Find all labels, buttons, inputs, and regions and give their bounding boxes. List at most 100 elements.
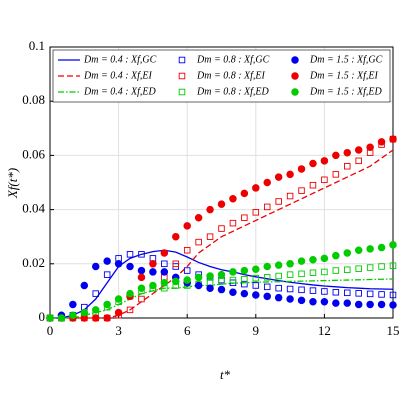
circle-marker <box>69 300 77 309</box>
square-marker <box>321 176 328 184</box>
square-marker <box>275 272 282 280</box>
circle-marker <box>297 257 306 265</box>
legend-label: Dm = 0.4 : Xf,EI <box>83 70 153 81</box>
circle-marker <box>206 284 214 292</box>
circle-marker <box>343 299 352 307</box>
legend-label: Dm = 0.4 : Xf,ED <box>83 86 157 97</box>
circle-marker <box>137 273 146 282</box>
square-marker <box>344 289 351 297</box>
circle-marker <box>206 205 214 214</box>
circle-marker <box>343 148 352 157</box>
legend-label: Dm = 0.4 : Xf,GC <box>83 54 157 65</box>
circle-marker <box>194 213 203 222</box>
circle-marker <box>366 300 374 309</box>
circle-marker <box>263 262 271 271</box>
square-marker <box>241 280 248 288</box>
square-marker <box>183 246 191 254</box>
x-tick-label: 12 <box>318 323 331 338</box>
x-tick-label: 15 <box>387 323 400 338</box>
circle-marker <box>274 261 283 269</box>
square-marker <box>263 203 271 211</box>
legend-marker <box>178 72 186 80</box>
square-marker <box>309 181 317 189</box>
square-marker <box>366 264 374 271</box>
circle-marker <box>343 249 352 257</box>
circle-marker <box>274 173 283 181</box>
square-marker <box>332 289 340 296</box>
square-marker <box>332 171 340 178</box>
circle-marker <box>320 297 329 306</box>
x-tick-label: 3 <box>115 323 122 338</box>
circle-marker <box>320 254 329 263</box>
circle-marker <box>114 295 123 303</box>
circle-marker <box>309 297 317 306</box>
circle-marker <box>240 266 249 275</box>
square-marker <box>229 276 237 284</box>
square-marker <box>229 219 237 227</box>
legend-label: Dm = 1.5 : Xf,GC <box>309 54 383 65</box>
circle-marker <box>229 288 237 297</box>
circle-marker <box>320 157 329 165</box>
square-marker <box>161 260 168 268</box>
circle-marker <box>194 281 203 290</box>
circle-marker <box>366 245 374 253</box>
circle-marker <box>46 314 54 322</box>
circle-marker <box>229 195 237 203</box>
legend-label: Dm = 0.8 : Xf,GC <box>196 54 270 65</box>
legend-box <box>52 49 391 103</box>
legend-marker <box>178 88 186 96</box>
circle-marker <box>80 281 89 290</box>
square-marker <box>103 271 111 278</box>
circle-marker <box>389 135 397 143</box>
square-marker <box>252 282 260 289</box>
circle-marker <box>377 243 386 252</box>
circle-marker <box>240 189 249 198</box>
y-tick-label: 0.1 <box>29 38 45 53</box>
square-marker <box>218 225 225 232</box>
legend-label: Dm = 0.8 : Xf,EI <box>196 70 266 81</box>
circle-marker <box>172 277 180 286</box>
circle-marker <box>377 138 386 146</box>
y-tick-label: 0 <box>39 309 46 324</box>
square-marker <box>321 268 328 276</box>
circle-marker <box>252 184 260 192</box>
circle-marker <box>91 262 100 271</box>
square-marker <box>252 274 260 282</box>
circle-marker <box>286 260 294 268</box>
circle-marker <box>263 178 271 187</box>
circle-marker <box>354 146 363 154</box>
circle-marker <box>194 273 203 282</box>
circle-marker <box>309 255 317 264</box>
circle-marker <box>240 289 249 298</box>
square-marker <box>263 274 271 281</box>
legend-marker <box>291 72 299 80</box>
circle-marker <box>91 314 100 322</box>
y-tick-label: 0.04 <box>22 201 45 216</box>
circle-marker <box>126 289 134 298</box>
legend-marker <box>291 88 299 96</box>
circle-marker <box>149 268 157 276</box>
circle-marker <box>69 311 77 320</box>
square-marker <box>378 291 385 298</box>
circle-marker <box>183 276 191 284</box>
circle-marker <box>57 314 66 322</box>
circle-marker <box>332 299 340 307</box>
square-marker <box>298 187 305 194</box>
square-marker <box>309 269 317 276</box>
square-marker <box>206 233 214 240</box>
circle-marker <box>183 222 191 230</box>
square-marker <box>92 290 99 297</box>
square-marker <box>138 251 145 258</box>
circle-marker <box>103 314 111 322</box>
series-line <box>50 249 394 319</box>
square-marker <box>332 267 340 274</box>
square-marker <box>275 198 282 205</box>
circle-marker <box>103 257 111 265</box>
legend-marker <box>291 56 299 64</box>
square-marker <box>321 288 328 295</box>
circle-marker <box>389 241 397 249</box>
circle-marker <box>137 266 146 275</box>
circle-marker <box>160 268 169 276</box>
circle-marker <box>149 260 157 268</box>
circle-marker <box>80 308 89 317</box>
